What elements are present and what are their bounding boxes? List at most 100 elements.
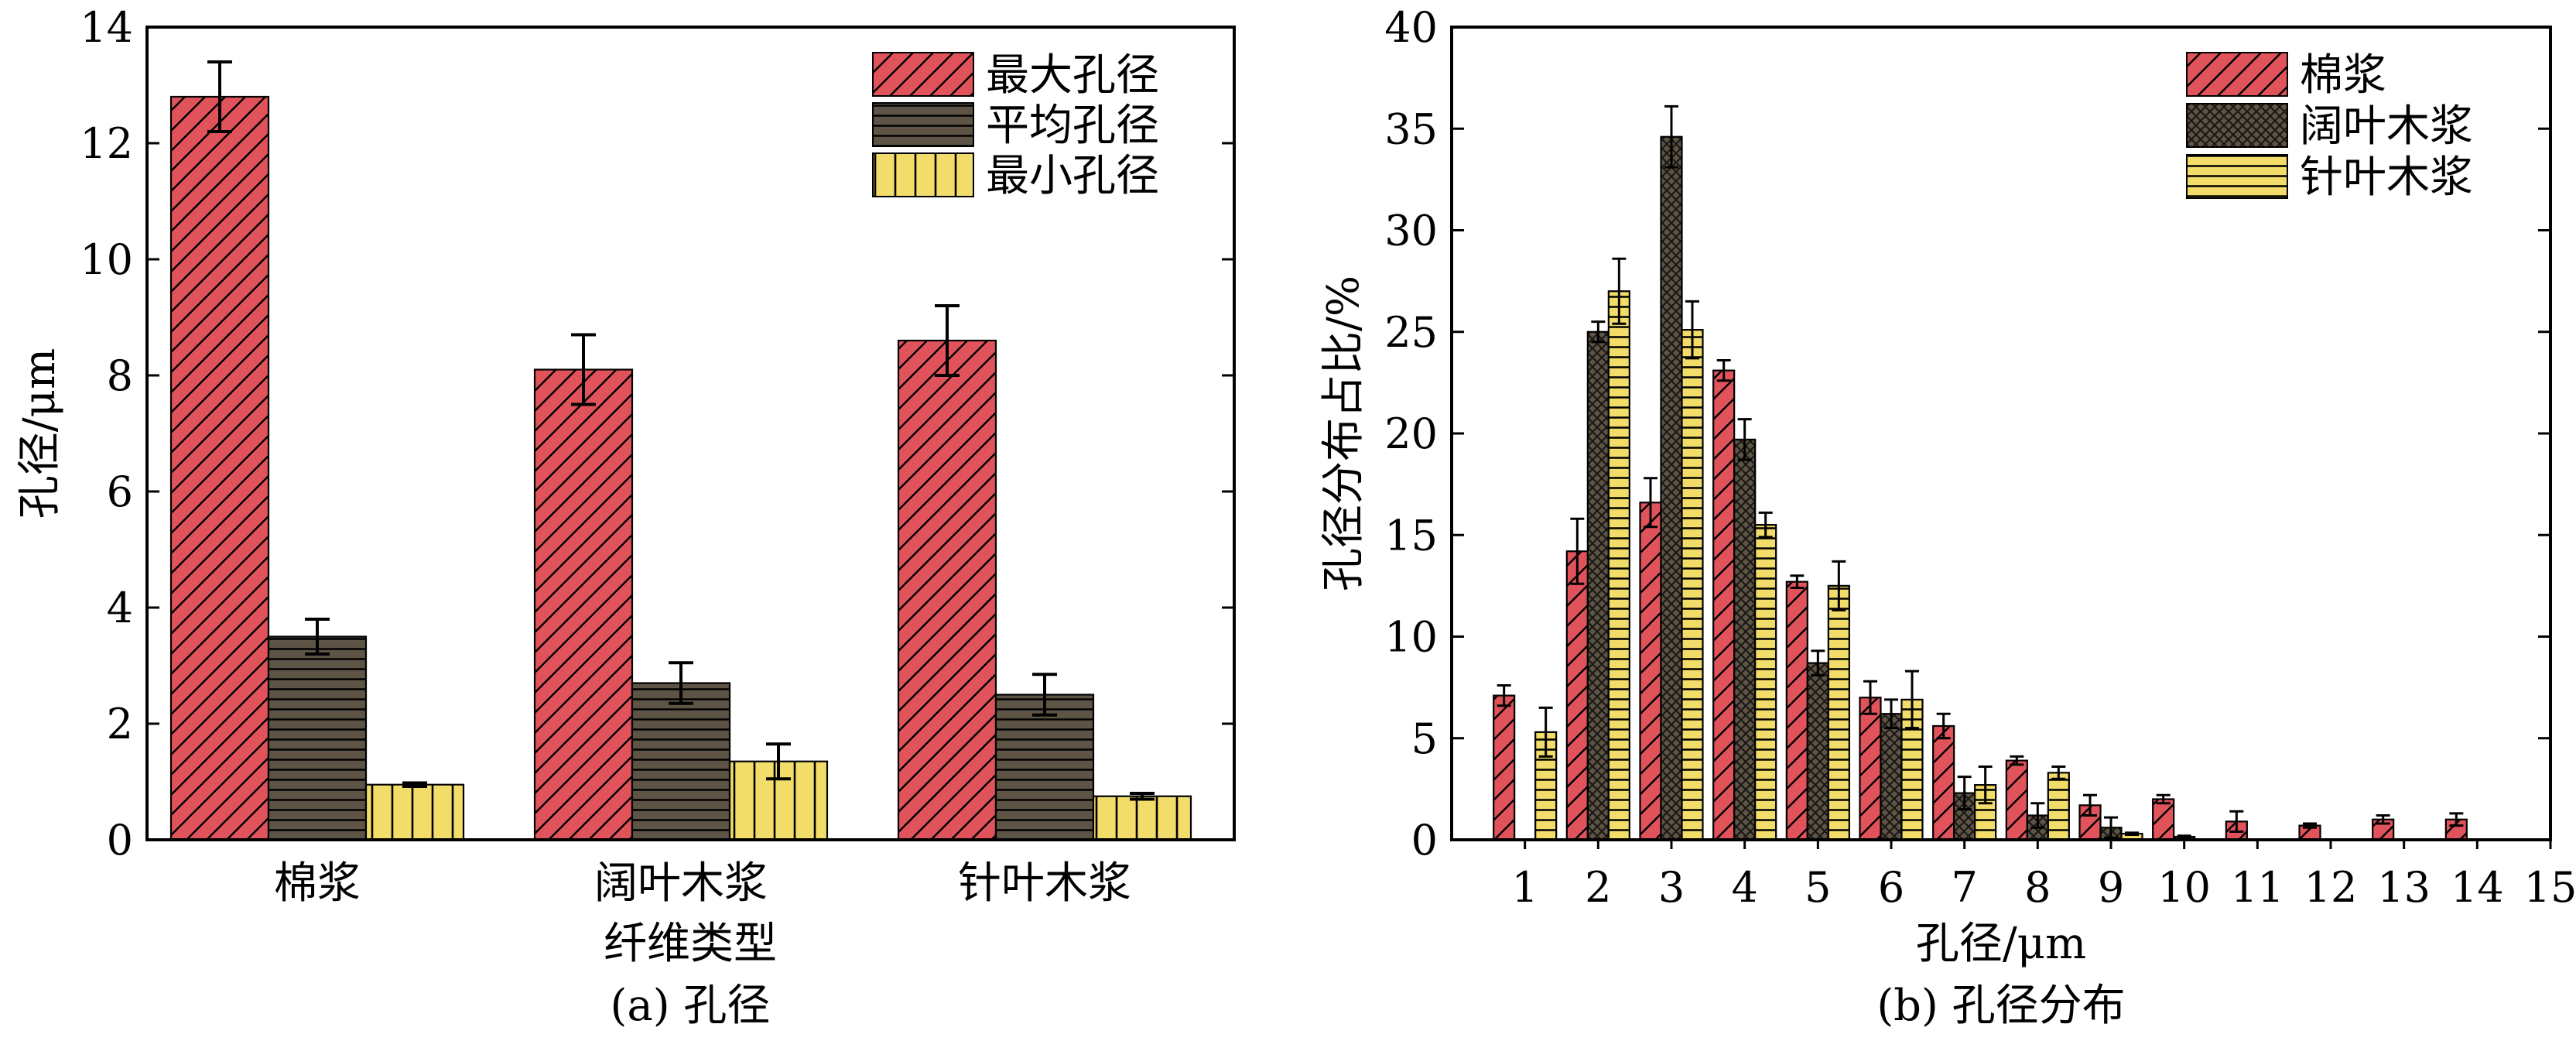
panel-b-x-ticks: 1 2 3 4 5 6 7 8 9 10 11 12 13 14 15 — [1511, 840, 2576, 912]
bar — [1712, 369, 1736, 841]
error-bar — [1790, 574, 1805, 589]
panel-a-plot-frame — [145, 26, 1236, 841]
error-bar — [1811, 649, 1825, 676]
bar — [1785, 581, 1808, 841]
y-tick-label: 14 — [80, 3, 133, 52]
error-bar — [1612, 257, 1627, 325]
panel-b-y-ticks: 0 5 10 15 20 25 30 35 40 — [1384, 3, 2550, 865]
error-bar — [2125, 831, 2139, 836]
legend-label: 针叶木浆 — [2300, 152, 2473, 203]
x-tick-label: 5 — [1805, 863, 1831, 912]
error-bar — [1832, 560, 1846, 611]
error-bar — [1032, 673, 1057, 717]
y-tick-label: 8 — [107, 351, 133, 400]
legend-swatch — [2186, 154, 2288, 199]
bar — [1827, 584, 1850, 841]
y-tick-label: 30 — [1384, 207, 1438, 255]
error-bar — [1978, 765, 1993, 805]
bar — [631, 682, 731, 841]
bar — [2005, 759, 2028, 841]
error-bar — [669, 661, 693, 705]
bar — [1681, 329, 1704, 841]
legend-swatch — [872, 52, 974, 97]
x-tick-label: 12 — [2304, 863, 2358, 912]
error-bar — [1591, 320, 1606, 344]
error-bar — [2104, 816, 2118, 839]
error-bar — [1570, 517, 1585, 585]
x-tick-label: 7 — [1951, 863, 1977, 912]
bar — [1586, 330, 1610, 841]
legend-label: 棉浆 — [2300, 50, 2386, 101]
error-bar — [2177, 834, 2191, 839]
error-bar — [1758, 511, 1773, 539]
error-bar — [1130, 792, 1155, 801]
bar — [1932, 724, 1955, 841]
x-tick-label: 15 — [2524, 863, 2576, 912]
bar — [2047, 772, 2070, 841]
bar — [267, 635, 368, 841]
x-category-label: 棉浆 — [274, 858, 361, 909]
panel-a-x-axis-label: 纤维类型 — [604, 919, 777, 969]
panel-a-caption: (a) 孔径 — [611, 981, 771, 1031]
legend-swatch — [872, 152, 974, 197]
error-bar — [2010, 755, 2024, 766]
error-bar — [1936, 712, 1951, 740]
panel-a-y-axis-label: 孔径/μm — [15, 348, 65, 519]
x-tick-label: 2 — [1585, 863, 1611, 912]
panel-a-y-ticks: 0 2 4 6 8 10 12 14 — [80, 3, 1234, 865]
bar — [1493, 694, 1516, 841]
error-bar — [1664, 104, 1678, 169]
error-bar — [1716, 359, 1731, 382]
panel-a-error-bars — [207, 60, 1155, 801]
x-tick-label: 8 — [2024, 863, 2051, 912]
panel-b-y-axis-label: 孔径分布占比/% — [1319, 276, 1369, 591]
panel-b-error-bars — [1497, 104, 2464, 839]
x-tick-label: 11 — [2231, 863, 2284, 912]
bar — [1639, 502, 1662, 841]
y-tick-label: 25 — [1384, 308, 1438, 357]
y-tick-label: 20 — [1384, 409, 1438, 458]
error-bar — [1685, 300, 1699, 360]
error-bar — [2303, 822, 2317, 829]
y-tick-label: 4 — [107, 584, 133, 632]
error-bar — [1538, 706, 1553, 758]
error-bar — [935, 304, 960, 377]
y-tick-label: 40 — [1384, 3, 1438, 52]
panel-b-x-axis-label: 孔径/μm — [1916, 919, 2086, 969]
error-bar — [2030, 802, 2045, 829]
error-bar — [2051, 765, 2066, 780]
y-tick-label: 10 — [1384, 613, 1438, 662]
bar — [533, 368, 634, 841]
error-bar — [2229, 810, 2244, 833]
x-tick-label: 1 — [1511, 863, 1538, 912]
bar — [1092, 795, 1192, 841]
bar — [994, 694, 1095, 841]
error-bar — [1497, 684, 1511, 707]
legend-label: 最小孔径 — [986, 151, 1159, 201]
bar — [1733, 438, 1757, 841]
bar — [1806, 662, 1829, 841]
error-bar — [207, 60, 232, 133]
legend-swatch — [2186, 52, 2288, 97]
bar — [364, 783, 465, 841]
legend-label: 阔叶木浆 — [2300, 101, 2473, 152]
panel-a-x-ticks: 棉浆 阔叶木浆 针叶木浆 — [274, 858, 1131, 909]
x-tick-label: 9 — [2098, 863, 2124, 912]
bar — [1754, 524, 1777, 841]
bar — [1565, 550, 1589, 841]
y-tick-label: 0 — [1411, 816, 1438, 865]
y-tick-label: 2 — [107, 700, 133, 748]
bar — [1859, 697, 1882, 841]
panel-a-bars — [169, 95, 1192, 841]
bar — [1607, 290, 1630, 841]
error-bar — [2449, 812, 2464, 827]
error-bar — [2156, 793, 2171, 805]
y-tick-label: 0 — [107, 816, 133, 865]
error-bar — [571, 333, 596, 406]
x-tick-label: 14 — [2451, 863, 2504, 912]
x-tick-label: 4 — [1731, 863, 1757, 912]
